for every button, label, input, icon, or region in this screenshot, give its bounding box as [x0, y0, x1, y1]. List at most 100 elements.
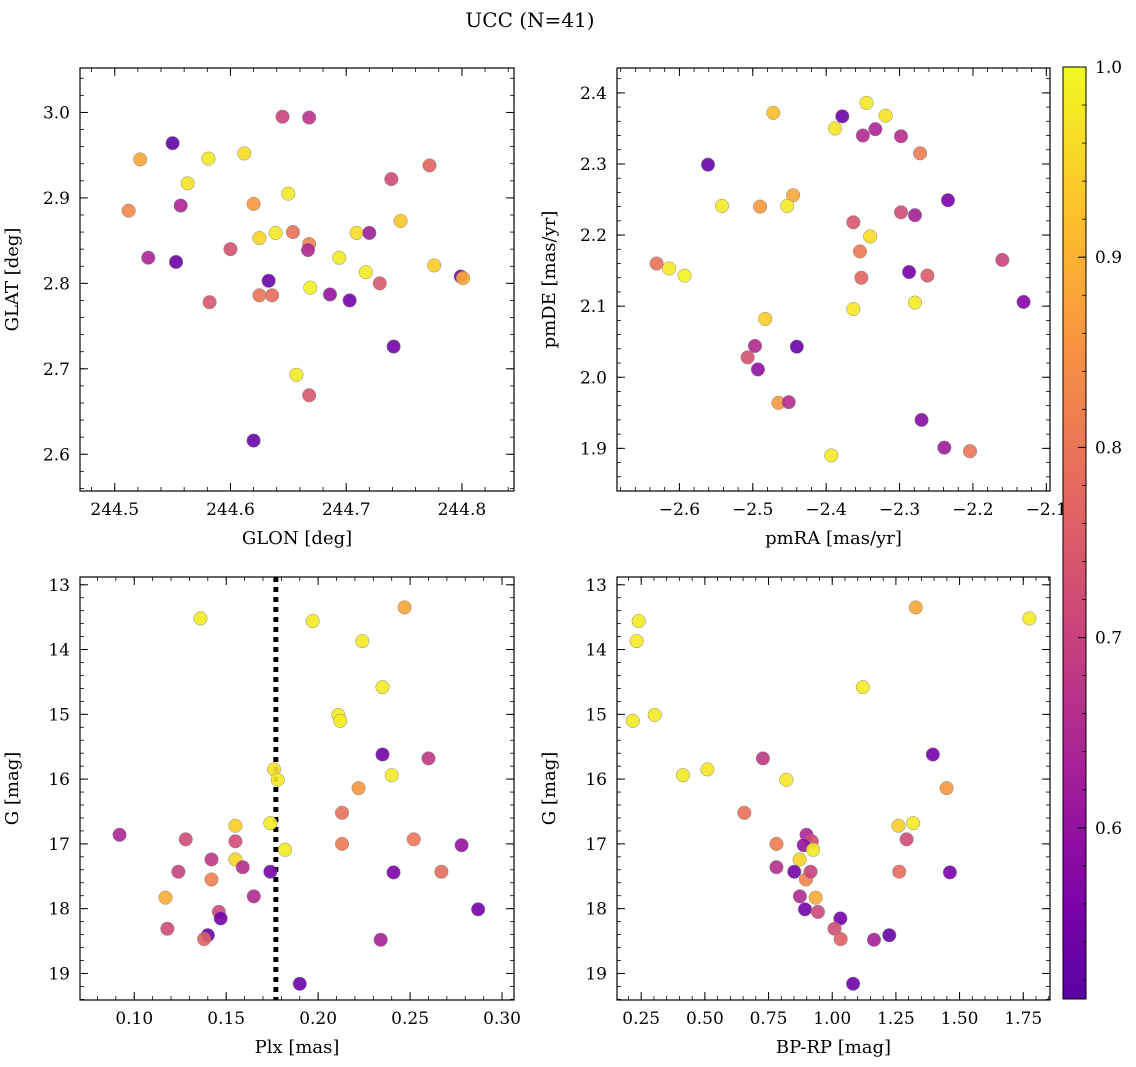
scatter-point: [780, 198, 795, 213]
y-tick-label: 13: [48, 576, 70, 596]
x-tick-label: 244.8: [438, 500, 487, 520]
scatter-point: [333, 713, 348, 728]
scatter-point: [810, 904, 826, 919]
x-axis-label: pmRA [mas/yr]: [765, 528, 902, 549]
scatter-point: [647, 707, 662, 723]
scatter-point: [281, 186, 296, 201]
scatter-point: [246, 196, 261, 211]
scatter-point: [787, 864, 802, 879]
x-tick-label: 0.25: [391, 1009, 429, 1029]
scatter-point: [755, 751, 770, 766]
x-axis-label: BP-RP [mag]: [776, 1037, 891, 1058]
scatter-point: [263, 864, 278, 879]
scatter-point: [454, 838, 469, 853]
scatter-point: [384, 172, 399, 187]
y-tick-label: 17: [48, 835, 70, 855]
scatter-point: [700, 157, 716, 172]
y-tick-label: 3.0: [43, 103, 70, 123]
x-tick-label: 0.30: [483, 1009, 521, 1029]
scatter-point: [355, 634, 370, 649]
scatter-point: [384, 768, 399, 783]
scatter-point: [852, 244, 867, 259]
scatter-point: [797, 902, 813, 917]
scatter-point: [386, 865, 401, 880]
colorbar: 0.6 0.7 0.8 0.9 1.0: [1062, 58, 1122, 1000]
scatter-point: [769, 836, 784, 851]
x-tick-label: −2.5: [732, 500, 773, 520]
scatter-point: [939, 781, 954, 796]
scatter-point: [386, 339, 401, 354]
y-tick-label: 19: [585, 964, 607, 984]
scatter-point: [855, 680, 870, 695]
x-tick-label: 0.20: [299, 1009, 337, 1029]
scatter-point: [201, 151, 216, 166]
y-axis-label: pmDE [mas/yr]: [539, 211, 560, 349]
scatter-point: [747, 338, 763, 354]
scatter-point: [750, 362, 765, 377]
scatter-point: [422, 158, 437, 173]
scatter-point: [863, 229, 878, 244]
y-tick-label: 15: [585, 705, 607, 725]
scatter-point: [859, 95, 874, 110]
scatter-point: [1016, 294, 1031, 309]
axes-frame: [616, 576, 1051, 1001]
major-ticks: [80, 68, 514, 491]
x-tick-label: 1.50: [941, 1009, 979, 1029]
scatter-point: [421, 751, 436, 766]
scatter-point: [808, 890, 823, 905]
scatter-point: [753, 199, 768, 214]
scatter-point: [914, 412, 929, 427]
scatter-point: [899, 832, 914, 847]
scatter-point: [112, 827, 127, 842]
scatter-point: [235, 860, 250, 875]
scatter-point: [252, 231, 267, 246]
scatter-point: [920, 268, 935, 283]
y-tick-label: 13: [585, 576, 607, 596]
y-tick-label: 2.0: [580, 368, 607, 388]
scatter-point: [358, 265, 373, 280]
y-tick-label: 2.9: [43, 189, 70, 209]
y-tick-label: 17: [585, 835, 607, 855]
scatter-point: [332, 250, 347, 265]
scatter-point: [133, 152, 148, 167]
scatter-point: [625, 713, 640, 728]
scatter-point: [792, 852, 807, 867]
scatter-point: [246, 889, 261, 904]
x-tick-label: 0.10: [115, 1009, 153, 1029]
scatter-point: [335, 836, 350, 851]
x-tick-label: −2.4: [806, 500, 847, 520]
scatter-point: [263, 816, 278, 831]
panel-1: 244.5 244.6 244.7 244.8 2.6 2.7 2.8 2.9 3.0 GLON …: [2, 67, 515, 549]
scatter-point: [121, 203, 136, 218]
axes-frame: [79, 67, 515, 492]
y-tick-label: 18: [585, 900, 607, 920]
y-tick-label: 2.2: [580, 226, 607, 246]
y-tick-label: 15: [48, 705, 70, 725]
scatter-point: [906, 816, 921, 831]
scatter-point: [868, 122, 883, 137]
scatter-point: [855, 128, 870, 143]
scatter-points: [649, 95, 1031, 463]
scatter-point: [237, 146, 252, 161]
scatter-point: [893, 129, 909, 144]
scatter-point: [160, 921, 175, 936]
panels: 244.5 244.6 244.7 244.8 2.6 2.7 2.8 2.9 3.0 GLON …: [2, 67, 1067, 1058]
scatter-point: [827, 921, 842, 936]
scatter-point: [300, 242, 316, 258]
scatter-point: [893, 205, 909, 220]
scatter-point: [995, 252, 1010, 267]
scatter-point: [902, 264, 917, 280]
scatter-point: [252, 288, 267, 303]
y-tick-label: 2.7: [43, 360, 70, 380]
scatter-point: [940, 193, 956, 208]
scatter-point: [846, 215, 861, 230]
scatter-point: [375, 747, 390, 762]
x-tick-label: 1.25: [877, 1009, 915, 1029]
scatter-point: [261, 273, 276, 288]
colorbar-tick-label: 0.9: [1095, 248, 1122, 268]
scatter-point: [204, 852, 219, 867]
scatter-point: [766, 105, 781, 120]
scatter-point: [393, 213, 408, 229]
panel-3: 0.10 0.15 0.20 0.25 0.30 13 14 15 16 17 18 19 Plx [m…: [2, 576, 521, 1058]
